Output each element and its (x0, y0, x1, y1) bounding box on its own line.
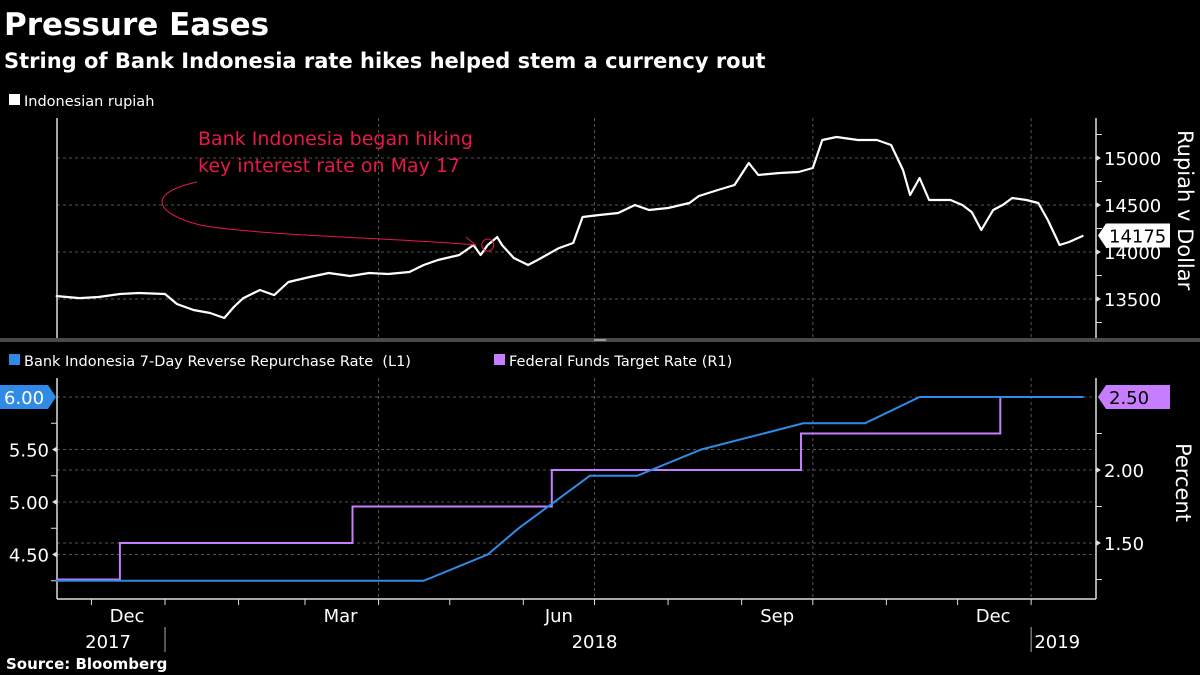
bottom-panel-grid (57, 378, 1096, 599)
fed-funds-last-value: 2.50 (1109, 388, 1149, 409)
left-tick-mark (52, 551, 57, 558)
chart-title: Pressure Eases (4, 7, 269, 43)
rupiah-last-value: 14175 (1109, 227, 1166, 248)
x-month-label: Dec (110, 606, 145, 627)
top-panel-grid (57, 118, 1096, 338)
top-tick-mark (1096, 202, 1101, 208)
x-year-label: 2018 (572, 632, 618, 653)
left-tick-mark (52, 446, 57, 453)
legend-label-bank-indonesia: Bank Indonesia 7-Day Reverse Repurchase … (24, 354, 411, 370)
legend-swatch-rupiah (9, 94, 20, 105)
fed-funds-last-value-badge: 2.50 (1098, 385, 1170, 409)
x-year-label: 2019 (1034, 632, 1080, 653)
legend-swatch-fed-funds (494, 354, 505, 365)
rupiah-series-line (55, 135, 1084, 320)
top-tick-mark (1096, 155, 1101, 161)
bank-indonesia-series-line (55, 396, 1084, 582)
top-y-tick-label: 14000 (1104, 243, 1161, 264)
right-y-tick-label: 1.50 (1104, 534, 1144, 555)
right-tick-mark (1096, 467, 1101, 473)
top-y-tick-label: 14500 (1104, 196, 1161, 217)
legend-label-rupiah: Indonesian rupiah (24, 94, 154, 110)
top-y-tick-label: 15000 (1104, 149, 1161, 170)
right-y-tick-label: 2.00 (1104, 461, 1144, 482)
x-year-label: 2017 (85, 632, 131, 653)
x-month-label: Sep (760, 606, 794, 627)
legend-swatch-bank-indonesia (9, 354, 20, 365)
right-tick-mark (1096, 540, 1101, 546)
annotation-circle-marker (481, 238, 495, 252)
bank-indonesia-last-value: 6.00 (4, 388, 44, 409)
top-y-tick-label: 13500 (1104, 290, 1161, 311)
x-month-label: Dec (976, 606, 1011, 627)
legend-label-fed-funds: Federal Funds Target Rate (R1) (509, 354, 732, 370)
bank-indonesia-last-value-badge: 6.00 (0, 385, 56, 409)
x-month-label: Jun (544, 606, 573, 627)
source-note: Source: Bloomberg (6, 655, 167, 673)
chart-subtitle: String of Bank Indonesia rate hikes help… (4, 49, 766, 73)
top-tick-mark (1096, 249, 1101, 255)
rupiah-last-value-badge: 14175 (1098, 223, 1170, 248)
annotation-line1: Bank Indonesia began hiking (198, 128, 473, 150)
left-y-tick-label: 4.50 (9, 546, 49, 567)
bottom-panel-axis: 5.50 5.00 4.50 2.00 1.50 (9, 378, 1144, 600)
annotation-arrow (161, 181, 477, 246)
left-y-tick-label: 5.50 (9, 441, 49, 462)
panel-divider-handle[interactable] (594, 339, 606, 341)
fed-funds-series-line (55, 396, 1084, 581)
x-month-label: Mar (324, 606, 359, 627)
top-y-axis-title: Rupiah v Dollar (1173, 130, 1197, 291)
top-panel-axis: 15000 14500 14000 13500 (56, 118, 1161, 338)
bottom-y-axis-title: Percent (1171, 443, 1195, 522)
left-y-tick-label: 5.00 (9, 493, 49, 514)
top-tick-mark (1096, 296, 1101, 302)
annotation-line2: key interest rate on May 17 (198, 155, 460, 177)
left-tick-mark (52, 499, 57, 505)
x-axis: Dec Mar Jun Sep Dec 2017 2018 2019 (85, 599, 1080, 653)
